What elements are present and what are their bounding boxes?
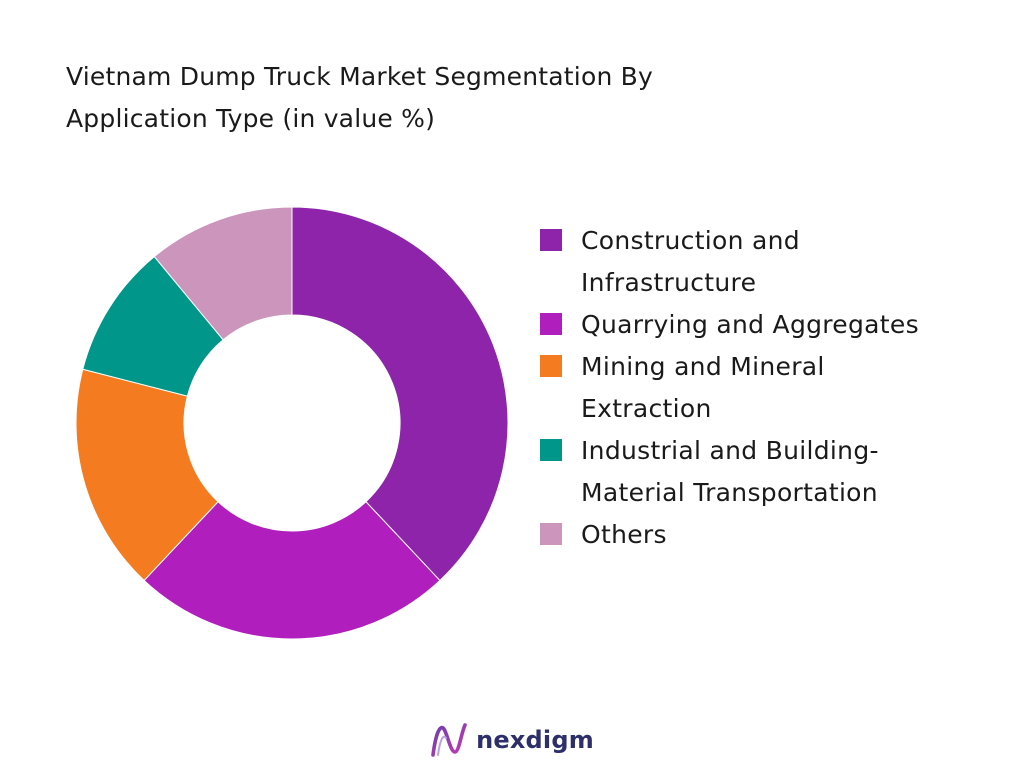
nexdigm-logo-icon [431, 723, 467, 757]
slice-quarrying [143, 501, 441, 640]
legend-label-line: Construction and [581, 226, 800, 255]
legend-label-industrial: Industrial and Building- Material Transp… [581, 430, 879, 514]
slice-mining [75, 368, 219, 582]
legend-label-line: Industrial and Building- [581, 436, 879, 465]
logo-text: nexdigm [476, 726, 594, 754]
legend-label-line: Others [581, 520, 667, 549]
legend-swatch-construction [540, 229, 562, 251]
chart-title-line-2: Application Type (in value %) [66, 104, 436, 133]
chart-title: Vietnam Dump Truck Market Segmentation B… [66, 56, 826, 140]
legend-item-mining: Mining and Mineral Extraction [540, 346, 1010, 430]
chart-legend: Construction and Infrastructure Quarryin… [540, 220, 1010, 556]
legend-label-construction: Construction and Infrastructure [581, 220, 800, 304]
legend-swatch-quarrying [540, 313, 562, 335]
legend-label-quarrying: Quarrying and Aggregates [581, 304, 919, 346]
legend-label-others: Others [581, 514, 667, 556]
legend-label-line: Extraction [581, 394, 712, 423]
legend-swatch-industrial [540, 439, 562, 461]
footer-logo: nexdigm [0, 722, 1024, 758]
legend-item-industrial: Industrial and Building- Material Transp… [540, 430, 1010, 514]
legend-item-others: Others [540, 514, 1010, 556]
legend-label-line: Infrastructure [581, 268, 757, 297]
legend-label-line: Mining and Mineral [581, 352, 825, 381]
legend-item-quarrying: Quarrying and Aggregates [540, 304, 1010, 346]
legend-swatch-others [540, 523, 562, 545]
legend-swatch-mining [540, 355, 562, 377]
donut-chart [75, 206, 509, 640]
legend-label-line: Quarrying and Aggregates [581, 310, 919, 339]
legend-label-mining: Mining and Mineral Extraction [581, 346, 825, 430]
slice-others [153, 206, 293, 341]
slice-construction [291, 206, 509, 582]
chart-title-line-1: Vietnam Dump Truck Market Segmentation B… [66, 62, 653, 91]
legend-item-construction: Construction and Infrastructure [540, 220, 1010, 304]
legend-label-line: Material Transportation [581, 478, 878, 507]
